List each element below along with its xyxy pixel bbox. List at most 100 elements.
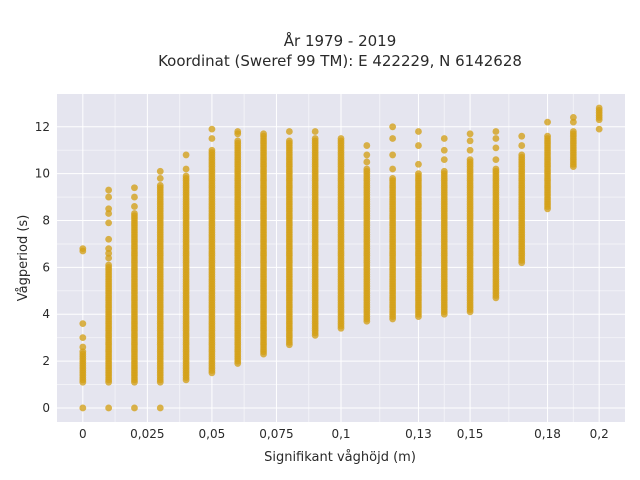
data-point [389, 174, 397, 182]
data-point [131, 210, 138, 217]
y-tick-label: 12 [35, 120, 50, 134]
data-point [156, 167, 164, 175]
data-point [440, 156, 448, 164]
data-point [208, 125, 216, 133]
data-point [156, 181, 164, 189]
data-point [182, 165, 190, 173]
chart-subtitle: Koordinat (Sweref 99 TM): E 422229, N 61… [158, 52, 522, 70]
data-point [105, 186, 113, 194]
y-tick-label: 4 [42, 307, 50, 321]
x-tick-label: 0,2 [590, 427, 609, 441]
data-point [105, 245, 113, 253]
data-point [518, 151, 526, 159]
data-point [389, 165, 397, 173]
data-point [105, 235, 113, 243]
data-point [105, 249, 113, 257]
data-point [156, 404, 164, 412]
data-point [79, 334, 87, 342]
y-tick-label: 0 [42, 401, 50, 415]
x-tick-label: 0,075 [259, 427, 293, 441]
scatter-points [79, 104, 603, 412]
data-point [518, 132, 526, 140]
x-tick-label: 0,025 [130, 427, 164, 441]
data-point [182, 151, 190, 159]
x-tick-label: 0,1 [331, 427, 350, 441]
data-point [105, 261, 113, 269]
data-point [595, 125, 603, 133]
chart-title: År 1979 - 2019 [284, 31, 397, 50]
data-point [544, 132, 551, 140]
y-tick-label: 6 [42, 260, 50, 274]
data-point [569, 118, 577, 126]
x-tick-label: 0,15 [457, 427, 484, 441]
data-point [415, 142, 422, 149]
data-point [79, 343, 87, 351]
data-point [518, 142, 526, 149]
data-point [79, 245, 87, 253]
data-point [492, 156, 500, 164]
data-point [79, 348, 87, 356]
data-point [311, 135, 319, 142]
data-point [415, 170, 422, 178]
data-point [363, 158, 371, 166]
data-point [363, 151, 371, 159]
data-point [440, 135, 448, 142]
data-point [156, 174, 164, 182]
data-point [569, 128, 577, 135]
data-point [415, 128, 422, 135]
data-point [363, 165, 371, 173]
x-tick-label: 0,18 [534, 427, 561, 441]
data-point [466, 146, 474, 154]
data-point [492, 128, 500, 135]
y-tick-label: 2 [42, 354, 50, 368]
data-point [389, 135, 397, 142]
y-tick-label: 10 [35, 167, 50, 181]
x-tick-label: 0,05 [199, 427, 226, 441]
data-point [131, 193, 138, 201]
data-point [105, 210, 113, 217]
data-point [544, 118, 551, 126]
x-tick-labels: 0 0,025 0,05 0,075 0,1 0,13 0,15 0,18 0,2 [79, 427, 609, 441]
data-point [311, 128, 319, 135]
data-point [260, 130, 267, 138]
data-point [105, 205, 113, 213]
data-point [440, 146, 448, 154]
data-point [389, 123, 397, 131]
data-point [492, 135, 500, 142]
data-point [466, 137, 474, 145]
data-point [440, 167, 448, 175]
data-point [466, 156, 474, 164]
data-point [182, 172, 190, 180]
data-point [363, 142, 371, 149]
data-point [105, 219, 113, 227]
x-tick-label: 0,13 [405, 427, 432, 441]
data-point [79, 320, 87, 327]
data-point [105, 404, 113, 412]
data-point [234, 137, 242, 145]
data-point [131, 404, 138, 412]
y-axis-label: Vågperiod (s) [16, 215, 31, 302]
y-tick-labels: 0 2 4 6 8 10 12 [35, 120, 50, 415]
data-point [79, 404, 87, 412]
data-point [569, 114, 577, 121]
data-point [131, 184, 138, 192]
data-point [105, 254, 113, 262]
data-point [208, 135, 216, 142]
data-point [285, 137, 293, 145]
data-point [337, 135, 345, 142]
data-point [492, 165, 500, 173]
data-point [595, 104, 603, 112]
data-point [285, 128, 293, 135]
data-point [415, 160, 422, 168]
data-point [234, 128, 242, 135]
x-axis-label: Signifikant våghöjd (m) [264, 450, 416, 465]
y-tick-label: 8 [42, 214, 50, 228]
data-point [105, 193, 113, 201]
data-point [492, 144, 500, 152]
data-point [466, 130, 474, 138]
x-tick-label: 0 [79, 427, 87, 441]
data-point [389, 151, 397, 159]
data-point [208, 146, 216, 154]
data-point [131, 203, 138, 210]
